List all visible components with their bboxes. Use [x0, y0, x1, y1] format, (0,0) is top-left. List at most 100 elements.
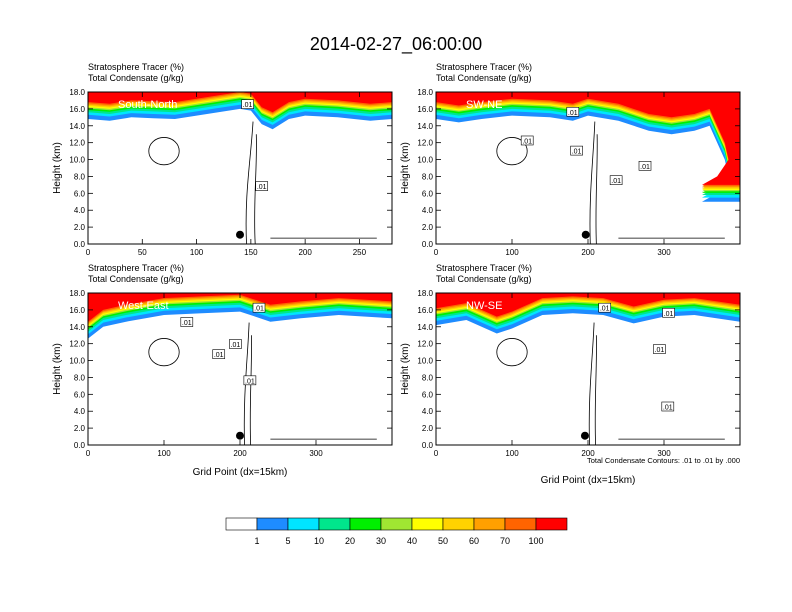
contour-label: .01 [255, 181, 269, 191]
panel-title-bottom: Total Condensate (g/kg) [88, 274, 184, 284]
contour-label: .01 [661, 401, 675, 412]
contour-note: Total Condensate Contours: .01 to .01 by… [587, 456, 740, 465]
y-axis-label: Height (km) [400, 142, 411, 194]
contour-label: .01 [598, 302, 612, 313]
y-tick-label: 12.0 [417, 139, 433, 148]
y-tick-label: 10.0 [69, 156, 85, 165]
y-tick-label: 18.0 [417, 289, 433, 298]
contour-label-text: .01 [214, 352, 224, 359]
x-tick-label: 0 [86, 449, 91, 458]
y-axis-label: Height (km) [52, 343, 63, 395]
colorbar-label: 5 [285, 536, 290, 546]
colorbar-swatch [535, 517, 568, 531]
x-tick-label: 0 [434, 248, 439, 257]
tracer-band-10 [88, 293, 392, 322]
contour-label-text: .01 [640, 164, 650, 171]
y-tick-label: 0.0 [74, 240, 86, 249]
y-tick-label: 10.0 [417, 156, 433, 165]
contour-label: .01 [570, 145, 583, 156]
contour-label-text: .01 [243, 102, 253, 109]
colorbar-swatch [318, 517, 351, 531]
contour-label-text: .01 [664, 311, 674, 318]
panel-title-bottom: Total Condensate (g/kg) [88, 73, 184, 83]
colorbar-swatch [380, 517, 413, 531]
contour-loop [496, 137, 528, 166]
colorbar-swatch [504, 517, 537, 531]
tracer-band-10 [436, 92, 740, 185]
colorbar-swatch [442, 517, 475, 531]
y-tick-label: 10.0 [417, 357, 433, 366]
panel-title-top: Stratosphere Tracer (%) [88, 263, 184, 273]
x-tick-label: 200 [298, 248, 312, 257]
contour-label: .01 [212, 349, 226, 359]
y-tick-label: 4.0 [74, 407, 86, 416]
y-tick-label: 0.0 [422, 441, 434, 450]
contour-label: .01 [638, 161, 652, 171]
contour-label-text: .01 [600, 306, 610, 313]
colorbar-swatch [287, 517, 320, 531]
panel-label: SW-NE [466, 99, 502, 111]
y-tick-label: 10.0 [69, 357, 85, 366]
y-tick-label: 8.0 [74, 172, 86, 181]
colorbar-label: 60 [469, 536, 479, 546]
contour-label-text: .01 [611, 178, 621, 185]
y-tick-label: 2.0 [422, 424, 434, 433]
y-tick-label: 6.0 [74, 189, 86, 198]
contour-label: .01 [609, 175, 623, 185]
y-tick-label: 2.0 [422, 223, 434, 232]
contour-line-2 [594, 335, 597, 445]
colorbar-swatch [411, 517, 444, 531]
colorbar-label: 20 [345, 536, 355, 546]
panel-nw-se: .01 .01 .01 .01 NW-SE 0.0 2.0 4.0 6.0 8.0 10.0 12.0… [400, 263, 741, 486]
y-tick-label: 14.0 [417, 323, 433, 332]
x-tick-label: 50 [138, 248, 147, 257]
colorbar-label: 30 [376, 536, 386, 546]
y-tick-label: 0.0 [422, 240, 434, 249]
contour-label-text: .01 [568, 110, 578, 117]
y-tick-label: 18.0 [69, 289, 85, 298]
contour-line-2 [595, 134, 598, 244]
panel-title-bottom: Total Condensate (g/kg) [436, 73, 532, 83]
x-tick-label: 0 [86, 248, 91, 257]
contour-label-text: .01 [522, 138, 532, 145]
location-marker [580, 431, 589, 440]
panels: .01 .01 South-North 0.0 2.0 4.0 6.0 8.0 10.0 12.0… [52, 62, 741, 486]
x-tick-label: 100 [505, 248, 519, 257]
plot-area: .01 .01 South-North [88, 92, 392, 244]
contour-line-1 [588, 322, 595, 445]
tracer-band-9 [88, 293, 392, 323]
contour-label: .01 [653, 344, 666, 354]
contour-loop [148, 137, 180, 166]
x-tick-label: 100 [157, 449, 171, 458]
colorbar-label: 70 [500, 536, 510, 546]
x-tick-label: 100 [505, 449, 519, 458]
x-tick-label: 200 [233, 449, 247, 458]
plot-area: .01 .01 .01 .01 .01 SW-NE [436, 92, 740, 244]
x-axis-label: Grid Point (dx=15km) [541, 475, 636, 486]
colorbar-swatch [473, 517, 506, 531]
y-tick-label: 12.0 [69, 340, 85, 349]
tracer-band-10 [88, 92, 392, 113]
colorbar-label: 10 [314, 536, 324, 546]
y-tick-label: 18.0 [417, 88, 433, 97]
colorbar-label: 1 [254, 536, 259, 546]
x-tick-label: 150 [244, 248, 258, 257]
y-tick-label: 8.0 [422, 373, 434, 382]
location-marker [236, 230, 244, 239]
contour-label: .01 [520, 135, 534, 145]
panel-south-north: .01 .01 South-North 0.0 2.0 4.0 6.0 8.0 10.0 12.0… [52, 62, 393, 257]
contour-label-text: .01 [663, 405, 673, 412]
colorbar-swatch [256, 517, 289, 531]
y-tick-label: 4.0 [422, 206, 434, 215]
location-marker [581, 230, 590, 239]
y-tick-label: 12.0 [69, 139, 85, 148]
contour-label-text: .01 [245, 378, 255, 385]
colorbar-swatch [349, 517, 382, 531]
contour-line-1 [589, 121, 596, 244]
y-tick-label: 16.0 [417, 306, 433, 315]
x-tick-label: 200 [581, 449, 595, 458]
contour-label-text: .01 [182, 320, 192, 327]
y-tick-label: 14.0 [69, 122, 85, 131]
y-tick-label: 4.0 [422, 407, 434, 416]
